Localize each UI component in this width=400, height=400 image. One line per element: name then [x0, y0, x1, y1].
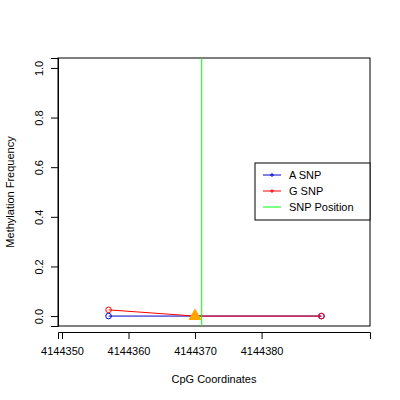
legend-swatch: [263, 207, 281, 208]
x-tick-label: 4144360: [108, 345, 151, 357]
y-tick-mark: [51, 316, 58, 317]
y-tick-label: 0.6: [33, 160, 45, 175]
x-tick-label: 4144370: [174, 345, 217, 357]
y-tick-label: 0.0: [33, 309, 45, 324]
x-tick-mark: [62, 332, 63, 339]
x-axis: 4144350 4144360 4144370 4144380: [41, 332, 370, 357]
legend-box: [255, 163, 370, 220]
y-tick-label: 0.2: [33, 259, 45, 274]
plot-area: [106, 58, 324, 326]
y-axis-line: [51, 59, 59, 327]
y-axis: 0.0 0.2 0.4 0.6 0.8 1.0: [33, 59, 59, 327]
x-tick: 4144380: [241, 332, 284, 357]
legend-label: G SNP: [289, 185, 323, 197]
y-tick-mark: [51, 217, 58, 218]
legend-marker: [271, 174, 273, 176]
y-tick: 0.2: [33, 259, 58, 274]
x-axis-line: [59, 333, 371, 340]
y-tick: 0.0: [33, 309, 58, 324]
snp-position-line: [201, 58, 202, 326]
y-tick: 0.4: [33, 210, 58, 225]
x-tick: 4144370: [174, 332, 217, 357]
x-tick-mark: [262, 332, 263, 339]
y-axis-title: Methylation Frequency: [4, 136, 16, 248]
x-tick-mark: [129, 332, 130, 339]
x-tick: 4144350: [41, 332, 84, 357]
series-point: [106, 313, 112, 319]
x-tick-label: 4144350: [41, 345, 84, 357]
y-tick-label: 0.8: [33, 110, 45, 125]
y-tick-label: 1.0: [33, 61, 45, 76]
x-tick-label: 4144380: [241, 345, 284, 357]
chart: 4144350 4144360 4144370 4144380 0.0 0.2 0.4 0.6…: [0, 0, 400, 400]
plot-frame: [58, 58, 370, 326]
y-tick-mark: [51, 68, 58, 69]
y-tick-mark: [51, 266, 58, 267]
x-tick: 4144360: [108, 332, 151, 357]
series-line: [109, 310, 322, 316]
series-point: [319, 313, 325, 319]
series-point: [106, 307, 112, 313]
legend: A SNP G SNP SNP Position: [255, 163, 370, 220]
legend-label: SNP Position: [289, 201, 354, 213]
x-tick-mark: [195, 332, 196, 339]
legend-label: A SNP: [289, 169, 321, 181]
y-tick-mark: [51, 167, 58, 168]
legend-swatch: [263, 175, 281, 176]
y-tick: 0.8: [33, 110, 58, 125]
y-tick-label: 0.4: [33, 210, 45, 225]
y-tick: 0.6: [33, 160, 58, 175]
y-tick: 1.0: [33, 61, 58, 76]
highlight-point: [189, 309, 201, 319]
y-tick-mark: [51, 118, 58, 119]
x-axis-title: CpG Coordinates: [172, 373, 257, 385]
legend-swatch: [263, 191, 281, 192]
legend-marker: [271, 190, 273, 192]
